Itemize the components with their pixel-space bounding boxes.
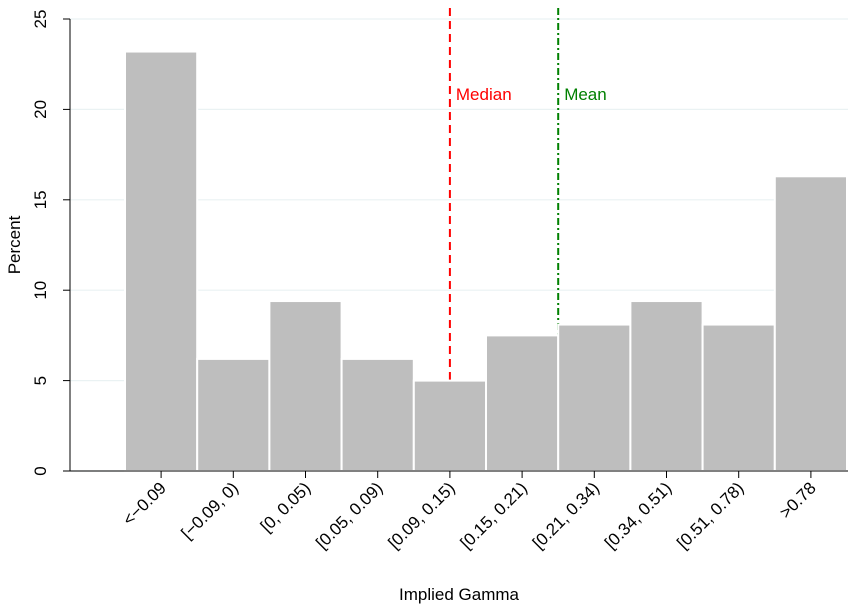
bar (557, 323, 632, 472)
x-tick-label: [0.09, 0.15) (384, 478, 458, 552)
bar (268, 300, 343, 472)
y-tick-label: 10 (31, 281, 50, 300)
bar (485, 334, 560, 472)
x-tick-label: [0.34, 0.51) (601, 478, 675, 552)
x-tick-label: >0.78 (776, 478, 820, 522)
y-tick-label: 0 (31, 466, 50, 475)
y-tick-label: 20 (31, 100, 50, 119)
bar (629, 300, 704, 472)
x-tick-label: [0.15, 0.21) (457, 478, 531, 552)
reference-label: Mean (564, 85, 607, 104)
x-tick-label: [0.05, 0.09) (312, 478, 386, 552)
y-axis-title: Percent (5, 215, 24, 274)
bar (412, 379, 487, 473)
bar (773, 175, 848, 473)
x-tick-label: [0.51, 0.78) (673, 478, 747, 552)
reference-label: Median (456, 85, 512, 104)
x-tick-label: [−0.09, 0) (178, 478, 243, 543)
bar (196, 357, 271, 472)
y-tick-label: 5 (31, 376, 50, 385)
bar (340, 357, 415, 472)
x-tick-label: [0.21, 0.34) (529, 478, 603, 552)
bar (701, 323, 776, 472)
y-tick-label: 25 (31, 10, 50, 29)
x-axis-title: Implied Gamma (399, 585, 520, 604)
bar (124, 50, 199, 472)
x-tick-label: [0, 0.05) (257, 478, 315, 536)
x-tick-label: <−0.09 (119, 478, 170, 529)
y-tick-label: 15 (31, 190, 50, 209)
